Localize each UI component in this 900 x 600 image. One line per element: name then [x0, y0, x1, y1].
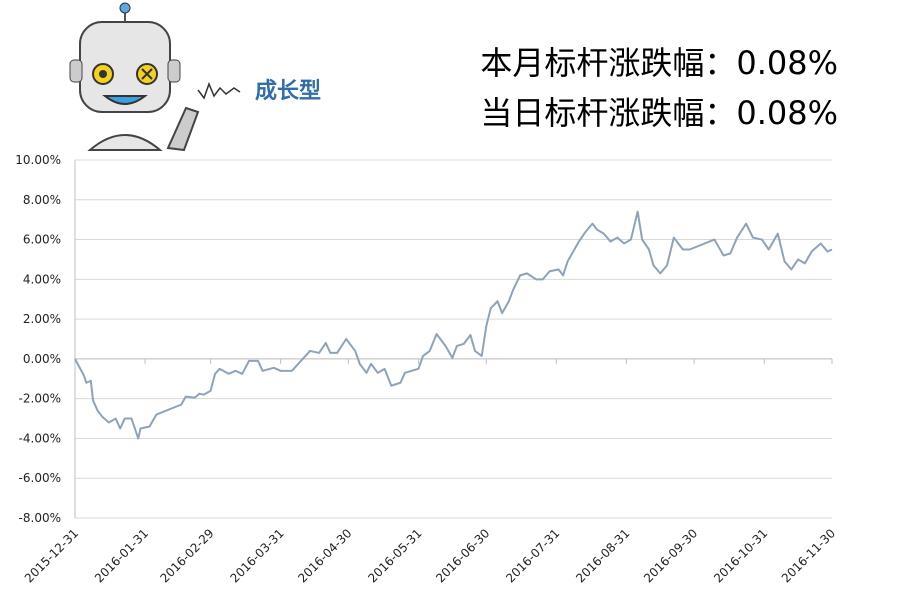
y-tick-label: 2.00%: [23, 312, 61, 326]
daily-change: 当日标杆涨跌幅：0.08%: [480, 94, 838, 132]
y-tick-label: -2.00%: [19, 392, 61, 406]
y-tick-label: 10.00%: [15, 153, 61, 167]
x-tick-label: 2016-03-31: [228, 526, 287, 585]
logo-text: 成长型: [255, 79, 321, 104]
x-tick-label: 2016-08-31: [573, 526, 632, 585]
y-tick-label: 6.00%: [23, 233, 61, 247]
plot: -8.00% -6.00% -4.00% -2.00% 0.00% 2.00% 4.00% 6…: [15, 153, 838, 585]
x-tick-label: 2016-02-29: [157, 526, 216, 585]
x-tick-label: 2016-01-31: [92, 526, 151, 585]
x-tick-label: 2016-06-30: [433, 526, 492, 585]
y-tick-label: -4.00%: [19, 431, 61, 445]
y-tick-label: -8.00%: [19, 511, 61, 525]
x-tick-label: 2016-11-30: [779, 526, 838, 585]
y-tick-label: 4.00%: [23, 272, 61, 286]
robot-logo: 成长型: [69, 2, 321, 152]
x-tick-label: 2016-05-31: [365, 526, 424, 585]
x-tick-label: 2016-04-30: [295, 526, 354, 585]
y-tick-label: -6.00%: [19, 471, 61, 485]
x-tick-label: 2016-09-30: [641, 526, 700, 585]
monthly-change: 本月标杆涨跌幅：0.08%: [480, 44, 838, 82]
y-tick-label: 0.00%: [23, 352, 61, 366]
data-line: [74, 210, 833, 440]
x-tick-label: 2016-10-31: [711, 526, 770, 585]
x-tick-label: 2016-07-31: [503, 526, 562, 585]
y-tick-label: 8.00%: [23, 193, 61, 207]
x-tick-label: 2015-12-31: [22, 526, 81, 585]
